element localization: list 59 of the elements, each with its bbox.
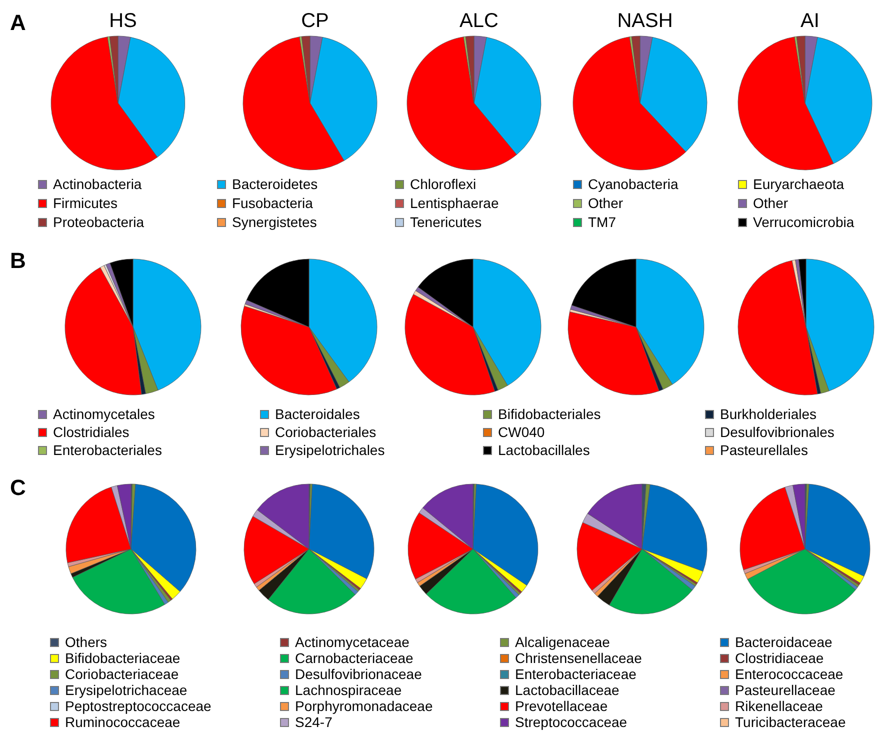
- legend-label: Desulfovibrionales: [719, 424, 834, 440]
- legend-label: CW040: [497, 424, 545, 440]
- legend-label: Synergistetes: [231, 214, 317, 230]
- legend-label: Actinomycetales: [52, 406, 155, 422]
- legend-label: Alcaligenaceae: [514, 634, 610, 650]
- slice-label: ALC: [460, 10, 498, 32]
- legend-label: Desulfovibrionaceae: [294, 666, 422, 682]
- slice-label: HS: [109, 10, 137, 32]
- legend-label: Turicibacteraceae: [734, 714, 846, 730]
- legend-label: Fusobacteria: [231, 195, 313, 211]
- legend-label: Actinomycetaceae: [294, 634, 410, 650]
- slice-label: AI: [800, 10, 820, 32]
- legend-label: Euryarchaeota: [752, 176, 844, 192]
- legend-label: Carnobacteriaceae: [294, 650, 414, 666]
- legend-label: Christensenellaceae: [514, 650, 642, 666]
- legend-label: Bifidobacteriaceae: [64, 650, 180, 666]
- legend-label: Porphyromonadaceae: [294, 698, 433, 714]
- legend-label: Peptostreptococcaceae: [64, 698, 212, 714]
- legend-label: Clostridiaceae: [734, 650, 824, 666]
- legend-label: Burkholderiales: [719, 406, 816, 422]
- legend-label: Pasteurellales: [719, 442, 808, 458]
- legend-label: Chloroflexi: [409, 176, 476, 192]
- legend-label: Pasteurellaceae: [734, 682, 836, 698]
- legend-label: Lentisphaerae: [409, 195, 499, 211]
- legend-label: Bacteroidales: [274, 406, 360, 422]
- legend-label: Enterobacteriaceae: [514, 666, 636, 682]
- legend-label: Other: [752, 195, 788, 211]
- legend-label: Coriobacteriales: [274, 424, 376, 440]
- legend-label: Lactobacillaceae: [514, 682, 620, 698]
- legend-label: Bacteroidetes: [231, 176, 318, 192]
- legend-label: Cyanobacteria: [587, 176, 678, 192]
- text: C: [10, 475, 26, 501]
- legend-label: Proteobacteria: [52, 214, 144, 230]
- legend-label: Firmicutes: [52, 195, 118, 211]
- legend-label: Tenericutes: [409, 214, 482, 230]
- legend-label: Verrucomicrobia: [752, 214, 854, 230]
- legend-label: S24-7: [294, 714, 332, 730]
- legend-label: Prevotellaceae: [514, 698, 608, 714]
- legend-label: Clostridiales: [52, 424, 130, 440]
- legend-label: Coriobacteriaceae: [64, 666, 179, 682]
- legend-label: Ruminococcaceae: [64, 714, 180, 730]
- legend-label: Streptococcaceae: [514, 714, 628, 730]
- legend-label: Bifidobacteriales: [497, 406, 601, 422]
- legend-label: Bacteroidaceae: [734, 634, 832, 650]
- slice-label: NASH: [617, 10, 673, 32]
- legend-label: Others: [64, 634, 108, 650]
- legend-label: Erysipelotrichaceae: [64, 682, 188, 698]
- legend-label: Lactobacillales: [497, 442, 590, 458]
- legend-label: Lachnospiraceae: [294, 682, 402, 698]
- legend-label: Enterobacteriales: [52, 442, 162, 458]
- legend-label: Enterococcaceae: [734, 666, 844, 682]
- legend-label: Rikenellaceae: [734, 698, 823, 714]
- legend-label: Other: [587, 195, 624, 211]
- legend-label: Actinobacteria: [52, 176, 142, 192]
- text: B: [10, 248, 26, 274]
- slice-label: CP: [301, 10, 329, 32]
- text: A: [10, 10, 26, 36]
- legend-label: TM7: [587, 214, 616, 230]
- legend-label: Erysipelotrichales: [274, 442, 385, 458]
